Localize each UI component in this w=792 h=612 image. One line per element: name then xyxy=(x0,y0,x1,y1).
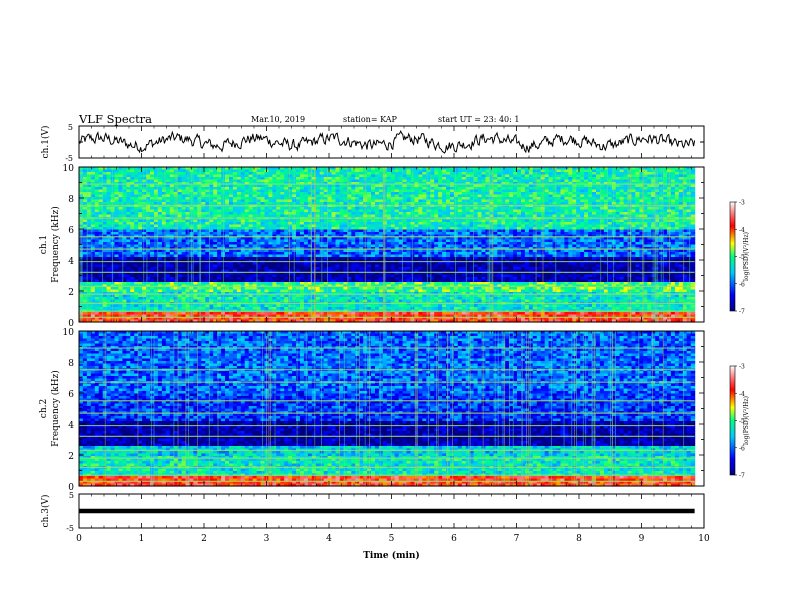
x-tick-label: 2 xyxy=(201,534,207,544)
y-tick-label: 4 xyxy=(68,421,74,431)
y-tick-label: 5 xyxy=(69,491,74,500)
colorbar-tick-label: -7 xyxy=(739,473,745,480)
x-tick-label: 3 xyxy=(264,534,270,544)
ch1-ylabel: ch.1(V) xyxy=(40,126,51,159)
y-tick-label: -5 xyxy=(66,524,74,533)
ch3-ylabel: ch.3(V) xyxy=(40,495,51,528)
y-tick-label: 6 xyxy=(68,390,74,400)
ch1-spectrogram-heatmap xyxy=(79,167,695,323)
ch1-waveform-line xyxy=(79,131,695,153)
ch1-spectrogram-colorbar-label: log(PSD)(V²/Hz) xyxy=(743,232,750,281)
y-tick-label: 8 xyxy=(68,359,74,369)
x-tick-label: 7 xyxy=(514,534,520,544)
colorbar-tick-label: -3 xyxy=(739,200,745,207)
x-tick-label: 10 xyxy=(698,534,710,544)
y-tick-label: 6 xyxy=(68,226,74,236)
y-tick-label: 10 xyxy=(63,328,75,338)
x-axis-label: Time (min) xyxy=(363,550,420,561)
ch2-spectrogram-ylabel-channel: ch.2 xyxy=(39,399,49,418)
x-tick-label: 8 xyxy=(576,534,582,544)
x-tick-label: 6 xyxy=(451,534,457,544)
colorbar-tick-label: -7 xyxy=(739,309,745,316)
y-tick-label: 8 xyxy=(68,195,74,205)
colorbar-tick-label: -6 xyxy=(739,281,745,288)
y-tick-label: -5 xyxy=(65,154,73,163)
figure: 5-5ch.1(V)0246810ch.1 Frequency (kHz)-3-4… xyxy=(0,0,792,612)
colorbar-tick-label: -3 xyxy=(739,364,745,371)
x-tick-label: 9 xyxy=(639,534,645,544)
x-tick-label: 5 xyxy=(389,534,395,544)
ch2-spectrogram-heatmap xyxy=(79,331,695,487)
ch1-spectrogram-ylabel-channel: ch.1 xyxy=(39,235,49,254)
ch1-spectrogram-ylabel-freq: Frequency (kHz) xyxy=(50,206,61,283)
y-tick-label: 2 xyxy=(68,288,74,298)
y-tick-label: 5 xyxy=(68,123,73,132)
y-tick-label: 2 xyxy=(68,452,74,462)
ch2-spectrogram-colorbar-label: log(PSD)(V²/Hz) xyxy=(743,396,750,445)
x-tick-label: 0 xyxy=(76,534,82,544)
colorbar-tick-label: -6 xyxy=(739,445,745,452)
x-tick-label: 1 xyxy=(139,534,145,544)
x-tick-label: 4 xyxy=(326,534,332,544)
y-tick-label: 10 xyxy=(63,164,75,174)
ch1-spectrogram-colorbar xyxy=(730,202,735,311)
ch2-spectrogram-colorbar xyxy=(730,366,735,475)
y-tick-label: 4 xyxy=(68,257,74,267)
ch2-spectrogram-ylabel-freq: Frequency (kHz) xyxy=(50,370,61,447)
